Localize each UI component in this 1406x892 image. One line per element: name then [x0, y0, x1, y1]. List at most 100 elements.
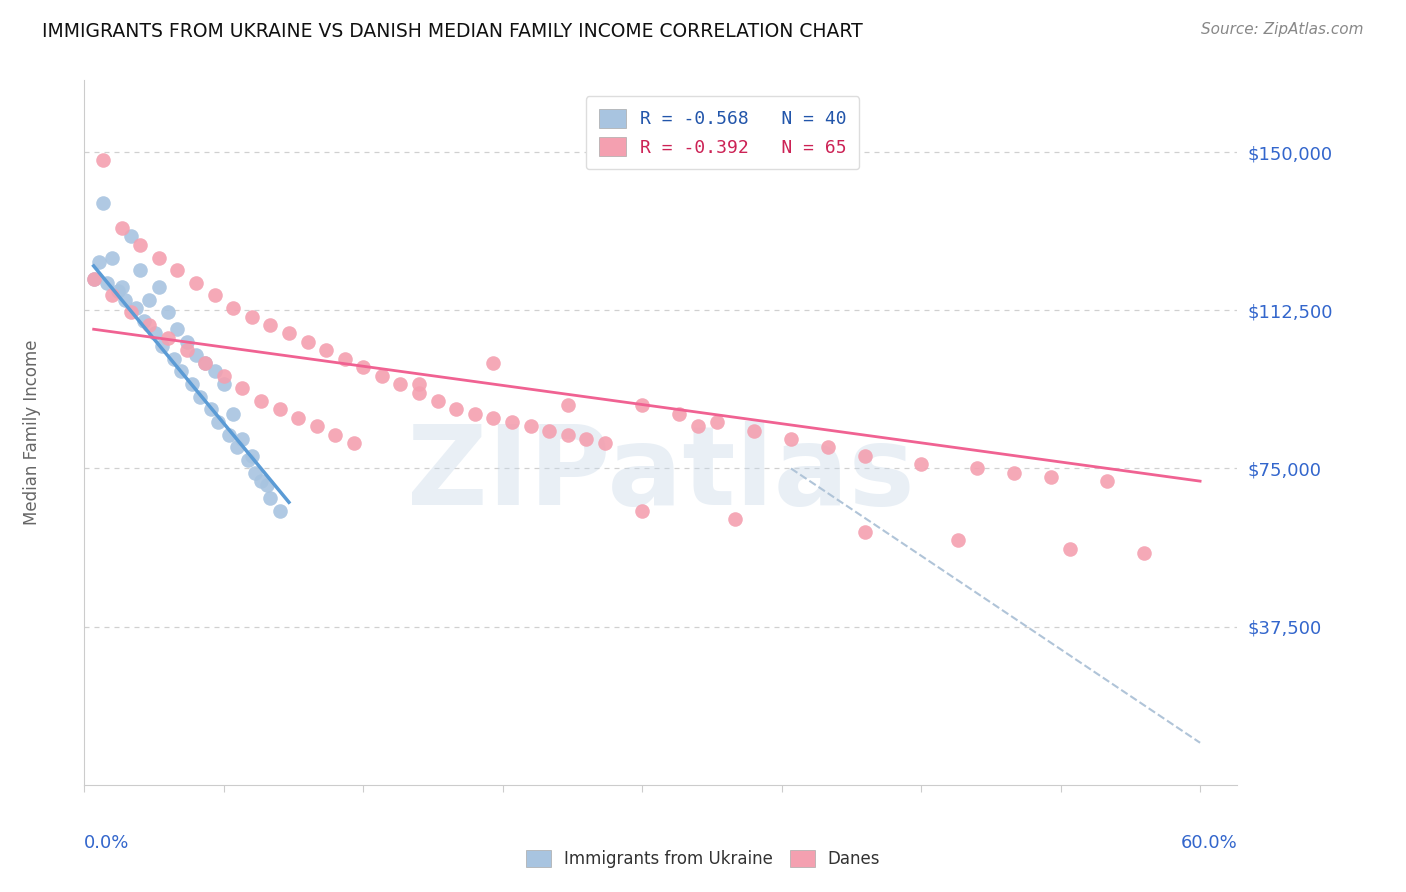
- Point: [89, 254, 111, 268]
- Point: [371, 368, 394, 383]
- Point: [222, 301, 245, 315]
- Point: [129, 237, 152, 252]
- Point: [157, 331, 180, 345]
- Point: [204, 288, 226, 302]
- Point: [389, 377, 412, 392]
- Point: [101, 288, 124, 302]
- Point: [817, 441, 839, 455]
- Point: [138, 293, 160, 307]
- Point: [631, 398, 654, 412]
- Point: [297, 334, 319, 349]
- Point: [176, 343, 198, 358]
- Point: [148, 251, 170, 265]
- Point: [143, 326, 166, 341]
- Point: [593, 436, 616, 450]
- Point: [910, 457, 932, 471]
- Point: [343, 436, 366, 450]
- Point: [212, 368, 235, 383]
- Point: [132, 314, 155, 328]
- Point: [426, 394, 449, 409]
- Point: [188, 390, 211, 404]
- Legend: R = -0.568   N = 40, R = -0.392   N = 65: R = -0.568 N = 40, R = -0.392 N = 65: [586, 96, 859, 169]
- Point: [176, 334, 198, 349]
- Point: [269, 402, 291, 417]
- Point: [259, 491, 281, 505]
- Point: [166, 263, 188, 277]
- Point: [277, 326, 299, 341]
- Point: [101, 251, 124, 265]
- Point: [152, 339, 174, 353]
- Point: [1040, 470, 1063, 484]
- Point: [83, 271, 105, 285]
- Point: [194, 356, 217, 370]
- Point: [222, 407, 245, 421]
- Text: ZIPatlas: ZIPatlas: [406, 421, 915, 528]
- Point: [212, 377, 235, 392]
- Point: [333, 351, 356, 366]
- Point: [138, 318, 160, 332]
- Point: [225, 441, 247, 455]
- Point: [200, 402, 222, 417]
- Text: IMMIGRANTS FROM UKRAINE VS DANISH MEDIAN FAMILY INCOME CORRELATION CHART: IMMIGRANTS FROM UKRAINE VS DANISH MEDIAN…: [42, 22, 863, 41]
- Point: [231, 381, 253, 395]
- Point: [83, 271, 105, 285]
- Point: [218, 427, 240, 442]
- Point: [315, 343, 337, 358]
- Point: [110, 280, 132, 294]
- Point: [194, 356, 217, 370]
- Point: [166, 322, 188, 336]
- Point: [129, 263, 152, 277]
- Point: [482, 356, 505, 370]
- Point: [96, 276, 118, 290]
- Point: [181, 377, 204, 392]
- Point: [162, 351, 184, 366]
- Point: [269, 504, 291, 518]
- Point: [446, 402, 468, 417]
- Point: [853, 449, 876, 463]
- Point: [966, 461, 988, 475]
- Point: [250, 394, 273, 409]
- Point: [724, 512, 747, 526]
- Point: [287, 410, 309, 425]
- Point: [256, 478, 278, 492]
- Point: [245, 466, 267, 480]
- Point: [557, 427, 579, 442]
- Point: [706, 415, 728, 429]
- Point: [325, 427, 347, 442]
- Point: [236, 453, 259, 467]
- Point: [125, 301, 148, 315]
- Point: [352, 360, 374, 375]
- Point: [1059, 541, 1081, 556]
- Point: [1095, 474, 1118, 488]
- Point: [240, 310, 263, 324]
- Point: [853, 524, 876, 539]
- Point: [107, 285, 129, 299]
- Point: [742, 424, 765, 438]
- Text: Median Family Income: Median Family Income: [24, 340, 42, 525]
- Point: [948, 533, 970, 548]
- Text: Source: ZipAtlas.com: Source: ZipAtlas.com: [1201, 22, 1364, 37]
- Point: [631, 504, 654, 518]
- Point: [305, 419, 328, 434]
- Point: [519, 419, 541, 434]
- Point: [148, 280, 170, 294]
- Point: [501, 415, 523, 429]
- Legend: Immigrants from Ukraine, Danes: Immigrants from Ukraine, Danes: [519, 843, 887, 875]
- Text: 60.0%: 60.0%: [1181, 834, 1237, 852]
- Point: [184, 276, 207, 290]
- Point: [1002, 466, 1025, 480]
- Point: [207, 415, 229, 429]
- Point: [170, 364, 193, 378]
- Point: [464, 407, 486, 421]
- Point: [91, 153, 114, 168]
- Point: [780, 432, 803, 446]
- Point: [686, 419, 709, 434]
- Point: [91, 195, 114, 210]
- Point: [408, 385, 430, 400]
- Point: [120, 305, 142, 319]
- Point: [557, 398, 579, 412]
- Point: [240, 449, 263, 463]
- Text: 0.0%: 0.0%: [84, 834, 129, 852]
- Point: [1133, 546, 1156, 560]
- Point: [575, 432, 598, 446]
